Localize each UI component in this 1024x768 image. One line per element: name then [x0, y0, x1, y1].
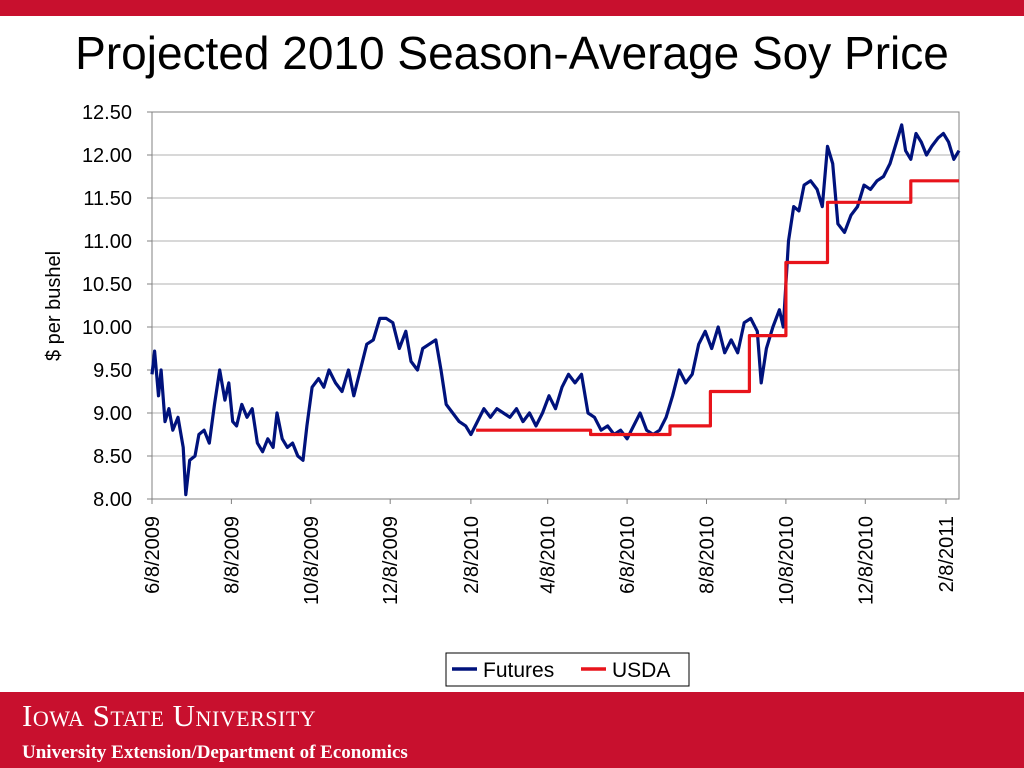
footer-bar: Iowa State University University Extensi… — [0, 692, 1024, 768]
x-tick-label: 8/8/2010 — [696, 516, 718, 594]
series-line-usda — [476, 179, 959, 437]
y-tick-label: 8.50 — [93, 446, 132, 468]
series-line-futures — [150, 123, 961, 497]
y-tick-label: 10.50 — [82, 274, 132, 296]
x-tick-label: 2/8/2010 — [461, 516, 483, 594]
x-tick-label: 2/8/2011 — [936, 516, 958, 592]
y-tick-label: 12.00 — [82, 145, 132, 167]
y-tick-label: 9.50 — [93, 360, 132, 382]
plot-frame — [151, 111, 960, 500]
x-tick-label: 12/8/2009 — [380, 516, 402, 605]
x-tick-label: 10/8/2009 — [301, 516, 323, 605]
y-tick-label: 9.00 — [93, 403, 132, 425]
x-tick-label: 8/8/2009 — [221, 516, 243, 594]
university-wordmark: Iowa State University — [22, 698, 317, 733]
legend: Futures USDA — [445, 652, 690, 687]
top-accent-bar — [0, 0, 1024, 16]
y-tick-label: 11.00 — [83, 231, 132, 253]
price-chart: 8.00 8.50 9.00 9.50 10.00 10.50 11.00 11.50 12.0… — [43, 102, 961, 687]
y-tick-label: 8.00 — [93, 489, 132, 511]
legend-label-futures: Futures — [483, 659, 554, 682]
y-axis-label: $ per bushel — [43, 251, 65, 361]
legend-box — [445, 652, 690, 687]
y-axis-ticks: 8.00 8.50 9.00 9.50 10.00 10.50 11.00 11.50 12.0… — [82, 102, 152, 511]
y-tick-label: 12.50 — [82, 102, 132, 124]
x-tick-label: 6/8/2010 — [617, 516, 639, 594]
x-tick-label: 4/8/2010 — [538, 516, 560, 594]
y-tick-label: 11.50 — [83, 188, 132, 210]
x-axis-ticks: 6/8/2009 8/8/2009 10/8/2009 12/8/2009 2/8/20… — [142, 499, 958, 605]
legend-label-usda: USDA — [612, 659, 670, 682]
x-tick-label: 12/8/2010 — [855, 516, 877, 605]
grid-lines — [152, 154, 959, 457]
series-lines — [150, 123, 961, 497]
department-label: University Extension/Department of Econo… — [22, 742, 408, 763]
x-tick-label: 10/8/2010 — [776, 516, 798, 605]
x-tick-label: 6/8/2009 — [142, 516, 164, 594]
slide-title: Projected 2010 Season-Average Soy Price — [75, 27, 949, 79]
y-tick-label: 10.00 — [82, 317, 132, 339]
